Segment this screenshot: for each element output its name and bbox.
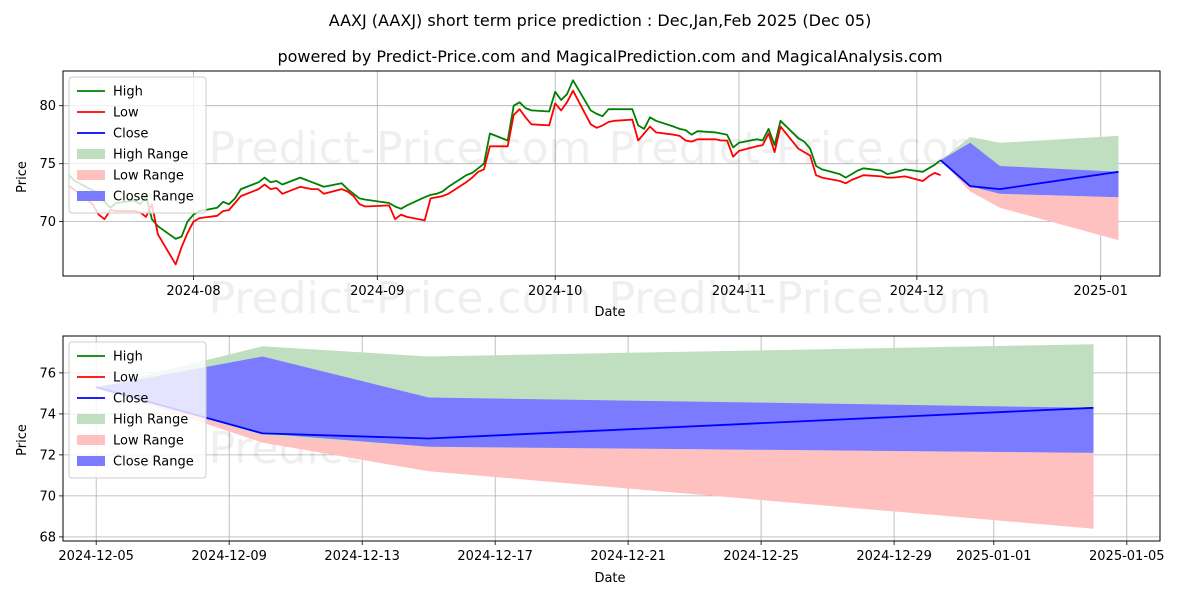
top-y-tick-label-0: 70 — [39, 215, 56, 230]
top-close-range-area — [940, 142, 1119, 198]
bottom-x-tick-label-0: 2024-12-05 — [58, 549, 134, 564]
top-x-tick-label-4: 2024-12 — [890, 284, 944, 299]
bottom-ticks: 2024-12-05 2024-12-09 2024-12-13 2024-12-17… — [39, 366, 1164, 564]
top-y-axis-label: Price — [15, 161, 30, 193]
bottom-legend-close-label: Close — [113, 392, 148, 407]
top-x-tick-label-2: 2024-10 — [528, 284, 582, 299]
bottom-legend-low-label: Low — [113, 371, 139, 386]
bottom-legend-low-range-swatch — [77, 435, 105, 445]
top-low-line — [68, 89, 941, 266]
bottom-y-tick-label-4: 76 — [39, 366, 56, 381]
top-y-tick-label-1: 75 — [39, 157, 56, 172]
bottom-x-tick-label-3: 2024-12-17 — [457, 549, 533, 564]
top-x-tick-label-3: 2024-11 — [712, 284, 766, 299]
bottom-legend-close-range-swatch — [77, 456, 105, 466]
bottom-x-tick-label-2: 2024-12-13 — [324, 549, 400, 564]
top-x-tick-label-0: 2024-08 — [166, 284, 220, 299]
top-legend-high-range-swatch — [77, 149, 105, 159]
top-close-line — [940, 159, 1119, 191]
bottom-legend-close-range-label: Close Range — [113, 455, 194, 470]
top-low-range-area — [940, 160, 1119, 241]
bottom-range-areas — [96, 344, 1094, 529]
top-legend-low-range-label: Low Range — [113, 169, 184, 184]
top-plot-frame — [62, 70, 1161, 277]
top-watermark-4: Predict-Price.com — [609, 273, 992, 324]
top-legend-low-range-swatch — [77, 170, 105, 180]
top-legend-high-label: High — [113, 85, 143, 100]
bottom-close-range-area — [96, 356, 1094, 453]
top-legend-close-label: Close — [113, 127, 148, 142]
top-high-line — [68, 79, 942, 240]
top-legend: High Low Close High Range Low Range Close Ran… — [68, 76, 207, 214]
top-series-lines — [68, 79, 1119, 266]
top-watermark-group: Predict-Price.com Predict-Price.com Pred… — [209, 123, 992, 324]
bottom-plot-frame — [62, 335, 1161, 542]
top-ticks: 2024-08 2024-09 2024-10 2024-11 2024-12 2025-… — [39, 99, 1127, 299]
bottom-y-tick-label-3: 74 — [39, 407, 56, 422]
bottom-x-tick-label-7: 2025-01-01 — [956, 549, 1032, 564]
chart-subtitle: powered by Predict-Price.com and Magical… — [277, 47, 942, 66]
bottom-y-axis-label: Price — [15, 424, 30, 456]
top-legend-close-range-label: Close Range — [113, 190, 194, 205]
top-watermark-3: Predict-Price.com — [209, 273, 592, 324]
top-axes-frame — [62, 70, 1161, 277]
top-watermark-2: Predict-Price.com — [609, 123, 992, 174]
bottom-legend-high-range-swatch — [77, 414, 105, 424]
bottom-axes-frame — [62, 335, 1161, 542]
top-legend-low-label: Low — [113, 106, 139, 121]
top-chart-panel: Predict-Price.com Predict-Price.com Pred… — [15, 70, 1161, 324]
top-x-tick-label-1: 2024-09 — [350, 284, 404, 299]
bottom-y-tick-label-2: 72 — [39, 448, 56, 463]
bottom-x-tick-label-8: 2025-01-05 — [1089, 549, 1165, 564]
bottom-x-tick-label-6: 2024-12-29 — [856, 549, 932, 564]
bottom-x-axis-label: Date — [594, 571, 625, 586]
top-x-tick-label-5: 2025-01 — [1074, 284, 1128, 299]
bottom-legend-high-label: High — [113, 350, 143, 365]
bottom-legend-low-range-label: Low Range — [113, 434, 184, 449]
top-watermark-1: Predict-Price.com — [209, 123, 592, 174]
chart-title: AAXJ (AAXJ) short term price prediction … — [329, 11, 872, 30]
bottom-x-tick-label-1: 2024-12-09 — [191, 549, 267, 564]
bottom-chart-panel: Predict-Price.com Predict-Price.com 2024… — [15, 335, 1165, 586]
bottom-legend: High Low Close High Range Low Range Close Ran… — [68, 341, 207, 479]
top-legend-high-range-label: High Range — [113, 148, 188, 163]
top-range-areas — [940, 135, 1119, 241]
top-y-tick-label-2: 80 — [39, 99, 56, 114]
top-x-axis-label: Date — [594, 305, 625, 320]
bottom-legend-high-range-label: High Range — [113, 413, 188, 428]
top-legend-close-range-swatch — [77, 191, 105, 201]
bottom-x-tick-label-5: 2024-12-25 — [723, 549, 799, 564]
bottom-y-tick-label-1: 70 — [39, 489, 56, 504]
bottom-low-range-area — [96, 387, 1094, 529]
bottom-x-tick-label-4: 2024-12-21 — [590, 549, 666, 564]
bottom-y-tick-label-0: 68 — [39, 530, 56, 545]
